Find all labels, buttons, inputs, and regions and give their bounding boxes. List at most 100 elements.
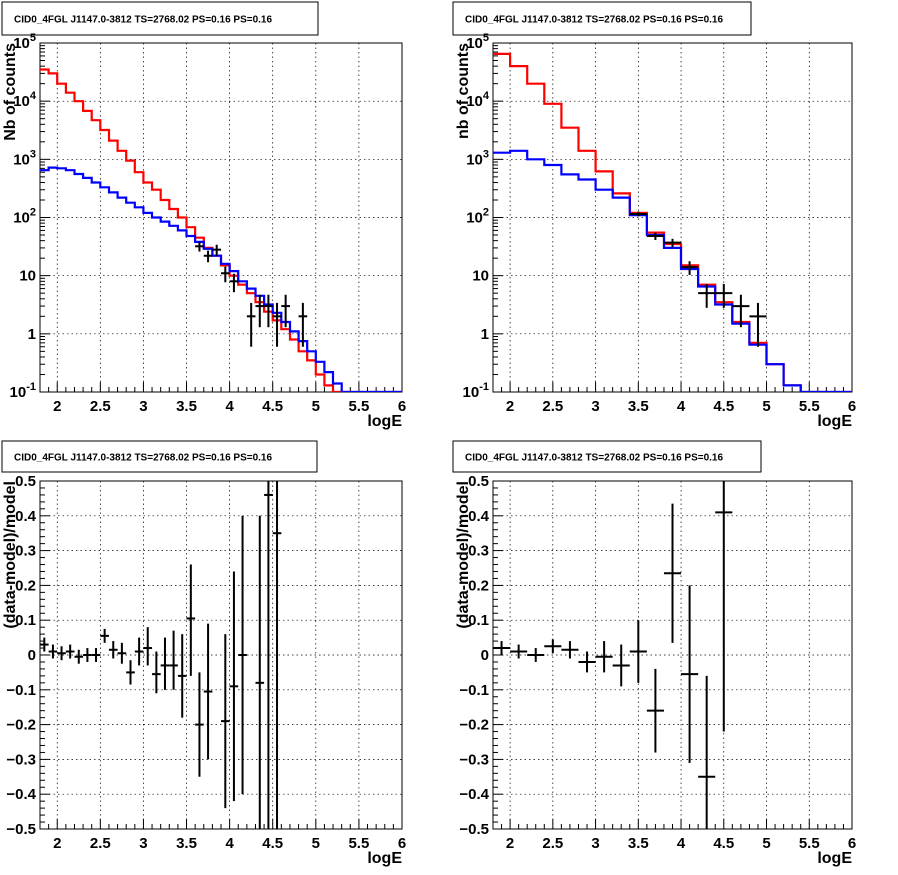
- title-box: [1, 1, 319, 36]
- y-tick-label: 103: [13, 148, 36, 168]
- y-tick-label: 0.3: [15, 543, 36, 560]
- data-point: [195, 672, 204, 777]
- x-tick-label: 4.5: [713, 835, 734, 852]
- plot-frame: [492, 42, 853, 393]
- y-tick-label: −0.2: [6, 717, 36, 734]
- data-point: [117, 642, 127, 664]
- data-point: [126, 660, 135, 685]
- data-point: [229, 273, 239, 293]
- y-tick-label: 105: [13, 32, 36, 52]
- data-layer: [40, 481, 282, 829]
- x-tick-label: 2.5: [90, 398, 111, 415]
- chart-panel-2: CID0_4FGL J1147.0-3812 TS=2768.02 PS=0.1…: [452, 1, 856, 430]
- y-tick-label: 10-1: [10, 381, 36, 401]
- x-tick-label: 4.5: [713, 398, 734, 415]
- data-point: [246, 302, 256, 347]
- model-histogram-blue: [493, 149, 852, 392]
- data-point: [169, 630, 178, 690]
- x-axis-label: logE: [817, 413, 852, 430]
- data-point: [544, 639, 562, 654]
- data-point: [74, 649, 84, 664]
- title-box: [1, 440, 318, 473]
- y-tick-label: 0.2: [468, 577, 489, 594]
- x-tick-label: 2: [506, 835, 514, 852]
- x-tick-label: 2.5: [90, 835, 111, 852]
- x-tick-label: 6: [398, 835, 406, 852]
- y-axis-label: (data-model)/model: [2, 481, 19, 629]
- data-point: [160, 637, 170, 690]
- data-point: [203, 250, 213, 263]
- x-tick-label: 3: [591, 398, 599, 415]
- title-box: [452, 440, 762, 473]
- y-tick-label: −0.1: [6, 682, 36, 699]
- x-tick-label: 6: [398, 398, 406, 415]
- data-point: [629, 211, 647, 217]
- data-point: [646, 232, 664, 241]
- data-point: [561, 641, 579, 659]
- x-tick-label: 5: [312, 835, 320, 852]
- data-point: [578, 651, 596, 673]
- y-tick-label: 0: [481, 647, 489, 664]
- chart-title: CID0_4FGL J1147.0-3812 TS=2768.02 PS=0.1…: [465, 453, 723, 464]
- y-tick-label: 0.5: [468, 473, 489, 490]
- y-tick-label: −0.5: [459, 821, 489, 838]
- data-point: [255, 294, 265, 328]
- data-point: [221, 634, 230, 809]
- data-layer: [40, 68, 402, 392]
- data-point: [177, 634, 187, 718]
- data-point: [681, 585, 699, 763]
- y-tick-label: 1: [481, 326, 489, 343]
- chart-panel-4: CID0_4FGL J1147.0-3812 TS=2768.02 PS=0.1…: [452, 440, 856, 867]
- data-point: [91, 648, 101, 662]
- data-point: [527, 648, 545, 662]
- x-tick-label: 2.5: [542, 835, 563, 852]
- data-point: [48, 644, 58, 659]
- y-tick-label: −0.4: [6, 786, 36, 803]
- y-tick-label: 104: [466, 90, 490, 110]
- y-tick-label: 0.1: [468, 612, 489, 629]
- data-layer: [493, 481, 733, 829]
- data-point: [143, 627, 153, 666]
- data-point: [100, 628, 109, 643]
- data-point: [732, 294, 750, 328]
- x-tick-label: 3.5: [176, 398, 197, 415]
- data-point: [108, 641, 118, 659]
- data-point: [57, 646, 66, 661]
- data-point: [681, 261, 699, 275]
- y-tick-label: −0.2: [459, 717, 489, 734]
- data-point: [612, 644, 630, 687]
- y-axis-label: nb of counts: [455, 43, 472, 139]
- y-tick-label: −0.3: [459, 751, 489, 768]
- x-axis-label: logE: [817, 850, 852, 867]
- data-point: [510, 644, 528, 659]
- data-point: [698, 675, 716, 829]
- y-axis-label: Nb of counts: [2, 43, 19, 141]
- data-point: [65, 644, 75, 659]
- x-tick-label: 4.5: [262, 835, 283, 852]
- y-tick-label: 102: [466, 207, 489, 227]
- y-tick-label: −0.5: [6, 821, 36, 838]
- y-tick-label: 105: [466, 32, 489, 52]
- data-point: [229, 571, 239, 802]
- chart-title: CID0_4FGL J1147.0-3812 TS=2768.02 PS=0.1…: [14, 15, 272, 26]
- x-tick-label: 3: [591, 835, 599, 852]
- x-tick-label: 3: [139, 398, 147, 415]
- x-tick-label: 2: [53, 398, 61, 415]
- x-tick-label: 2: [506, 398, 514, 415]
- data-point: [298, 302, 308, 347]
- x-tick-label: 4: [225, 835, 234, 852]
- x-tick-label: 5.5: [348, 398, 369, 415]
- data-point: [186, 564, 196, 676]
- chart-title: CID0_4FGL J1147.0-3812 TS=2768.02 PS=0.1…: [14, 453, 272, 464]
- y-tick-label: 0.1: [15, 612, 36, 629]
- x-axis-label: logE: [367, 850, 402, 867]
- y-tick-label: −0.1: [459, 682, 489, 699]
- data-point: [749, 302, 767, 347]
- data-point: [264, 294, 273, 328]
- data-point: [134, 637, 144, 666]
- data-point: [238, 515, 247, 795]
- y-tick-label: 104: [13, 90, 37, 110]
- data-point: [663, 238, 682, 248]
- data-layer: [493, 52, 852, 392]
- x-tick-label: 2: [53, 835, 61, 852]
